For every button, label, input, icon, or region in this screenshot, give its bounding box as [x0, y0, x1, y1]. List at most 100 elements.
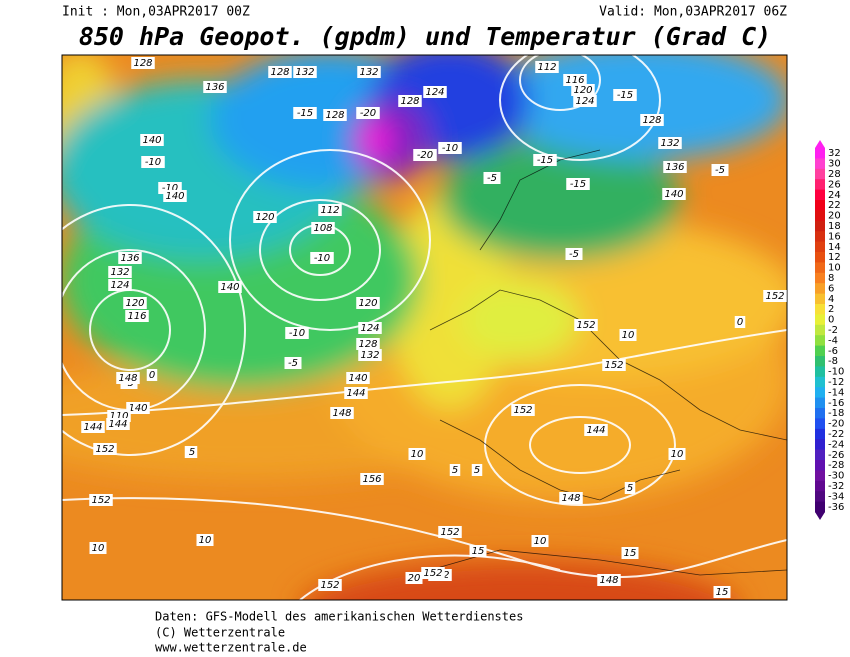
- contour-label-box: [658, 137, 682, 149]
- contour-label: 140: [142, 135, 161, 146]
- contour-label: 0: [737, 317, 743, 328]
- contour-label-box: [449, 464, 461, 476]
- colorbar-label: -32: [828, 481, 844, 492]
- colorbar-swatch: [815, 210, 825, 222]
- contour-label-box: [218, 281, 242, 293]
- contour-label: 120: [255, 212, 274, 223]
- contour-label-box: [405, 572, 423, 584]
- contour-label-box: [131, 57, 155, 69]
- colorbar-label: -4: [828, 335, 838, 346]
- contour-label: 10: [92, 543, 105, 554]
- contour-label: -20: [360, 108, 376, 119]
- contour-label: 144: [83, 422, 102, 433]
- footer-line: www.wetterzentrale.de: [155, 641, 307, 655]
- contour-label-box: [318, 579, 342, 591]
- contour-label-box: [268, 66, 292, 78]
- contour-label: 124: [110, 280, 129, 291]
- contour-label-box: [533, 154, 557, 166]
- contour-label-box: [108, 266, 132, 278]
- colorbar-swatch: [815, 200, 825, 211]
- colorbar-label: 4: [828, 294, 834, 305]
- contour-label: 132: [360, 350, 379, 361]
- colorbar-label: 0: [828, 315, 834, 326]
- contour-label: 152: [576, 320, 595, 331]
- contour-label: 144: [586, 425, 605, 436]
- contour-label-box: [573, 95, 597, 107]
- contour-label-box: [563, 74, 587, 86]
- contour-label: -10: [145, 157, 161, 168]
- contour-label: -5: [487, 173, 497, 184]
- contour-label-box: [408, 448, 426, 460]
- colorbar-swatch: [815, 158, 825, 170]
- contour-label: -20: [417, 150, 433, 161]
- contour-label-box: [118, 252, 142, 264]
- contour-label: 124: [575, 96, 594, 107]
- contour-label-box: [356, 297, 380, 309]
- colorbar-label: 30: [828, 159, 841, 170]
- colorbar-swatch: [815, 293, 825, 305]
- colorbar-label: 12: [828, 252, 841, 263]
- contour-label: 128: [133, 58, 152, 69]
- contour-label-box: [662, 188, 686, 200]
- contour-label-box: [141, 156, 165, 168]
- contour-label: 120: [358, 298, 377, 309]
- colorbar-swatch: [815, 376, 825, 388]
- contour-label-box: [584, 424, 608, 436]
- contour-label: 136: [120, 253, 139, 264]
- contour-label: 144: [346, 388, 365, 399]
- contour-label-box: [559, 492, 583, 504]
- contour-label-box: [713, 586, 731, 598]
- contour-label-box: [356, 338, 380, 350]
- contour-label: 128: [642, 115, 661, 126]
- colorbar-swatch: [815, 314, 825, 326]
- contour-label-box: [531, 535, 549, 547]
- colorbar-swatch: [815, 439, 825, 451]
- colorbar-label: -8: [828, 356, 838, 367]
- colorbar-label: 20: [828, 211, 841, 222]
- colorbar-swatch: [815, 345, 825, 357]
- contour-label: 148: [332, 408, 351, 419]
- colorbar-label: 24: [828, 190, 841, 201]
- footer-line: (C) Wetterzentrale: [155, 626, 285, 640]
- colorbar-label: -28: [828, 460, 844, 471]
- colorbar-label: -20: [828, 419, 844, 430]
- colorbar-swatch: [815, 408, 825, 419]
- contour-label-box: [126, 402, 150, 414]
- contour-label-box: [106, 418, 130, 430]
- contour-label: 148: [118, 373, 137, 384]
- colorbar-label: -18: [828, 408, 844, 419]
- contour-label-box: [323, 109, 347, 121]
- colorbar-swatch: [815, 335, 825, 347]
- colorbar-label: -22: [828, 429, 844, 440]
- contour-label: 120: [125, 298, 144, 309]
- contour-label-box: [398, 95, 422, 107]
- contour-label: 15: [472, 546, 485, 557]
- contour-label: 20: [408, 573, 421, 584]
- contour-label: 132: [110, 267, 129, 278]
- contour-label: 132: [295, 67, 314, 78]
- contour-label: 128: [270, 67, 289, 78]
- colorbar-label: 26: [828, 179, 841, 190]
- contour-label-box: [93, 443, 117, 455]
- contour-labels: 128 136 140 -10 -10 140 128 132 132 -15 -20 128 124 1…: [81, 57, 787, 598]
- colorbar-label: -30: [828, 471, 844, 482]
- colorbar-swatch: [815, 387, 825, 399]
- contour-label: -10: [289, 328, 305, 339]
- colorbar-swatch: [815, 168, 825, 180]
- colorbar-swatch: [815, 304, 825, 315]
- contour-label: 10: [411, 449, 424, 460]
- contour-label-box: [123, 297, 147, 309]
- contour-label: -5: [288, 358, 298, 369]
- colorbar: 32302826242220181614121086420-2-4-6-8-10…: [815, 148, 844, 513]
- contour-label-box: [483, 172, 501, 184]
- colorbar-swatch: [815, 491, 825, 503]
- contour-label-box: [711, 164, 729, 176]
- contour-label-box: [763, 290, 787, 302]
- contour-label-box: [663, 161, 687, 173]
- footer-line: Daten: GFS-Modell des amerikanischen Wet…: [155, 610, 523, 624]
- contour-label: -15: [537, 155, 553, 166]
- contour-label-box: [146, 369, 158, 381]
- contour-label-box: [668, 448, 686, 460]
- contour-label: 140: [165, 191, 184, 202]
- contour-label-box: [81, 421, 105, 433]
